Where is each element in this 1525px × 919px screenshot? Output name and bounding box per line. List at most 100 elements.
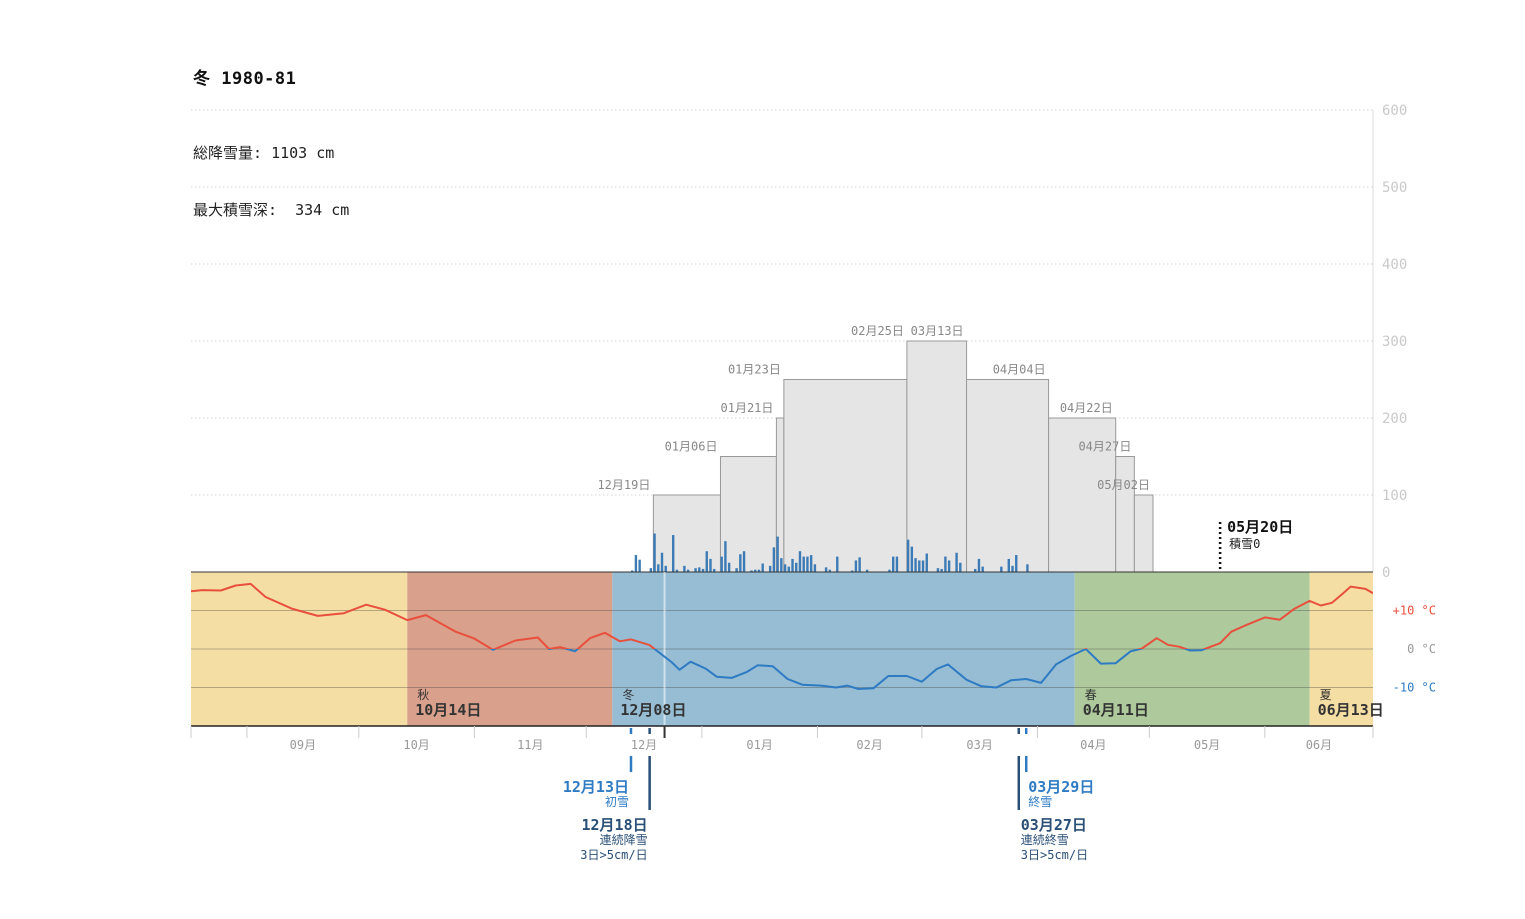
snowfall-bar	[720, 557, 722, 572]
temp-tick-label: +10 °C	[1393, 604, 1436, 618]
snowfall-bar	[1011, 566, 1013, 572]
snow-depth-step-label: 02月25日	[851, 324, 904, 338]
snow-free-date: 05月20日	[1227, 518, 1293, 536]
snowfall-bar	[795, 563, 797, 572]
snowfall-bar	[698, 567, 700, 572]
snowfall-bar	[728, 563, 730, 572]
depth-tick-label: 500	[1382, 180, 1407, 196]
snowfall-bar	[911, 547, 913, 572]
snowfall-bar	[776, 537, 778, 572]
snowfall-bar	[978, 559, 980, 572]
snowfall-bar	[892, 557, 894, 572]
depth-tick-label: 100	[1382, 488, 1407, 504]
season-name: 夏	[1320, 688, 1332, 702]
snow-free-note: 積雪0	[1229, 536, 1260, 551]
month-label: 11月	[517, 738, 543, 752]
temp-tick-label: -10 °C	[1393, 681, 1436, 695]
event-date: 12月13日	[563, 778, 629, 796]
snowfall-bar	[650, 568, 652, 572]
month-label: 04月	[1080, 738, 1106, 752]
snowfall-bar	[638, 560, 640, 572]
snow-depth-step-label: 01月06日	[665, 440, 718, 454]
event-date: 03月27日	[1021, 816, 1087, 834]
snowfall-bar	[959, 563, 961, 572]
month-label: 05月	[1194, 738, 1220, 752]
event-note: 連続終雪	[1021, 832, 1069, 847]
snow-depth-step-label: 03月13日	[911, 324, 964, 338]
season-start-date: 04月11日	[1083, 701, 1149, 719]
snowfall-bar	[784, 564, 786, 572]
snowfall-bar	[1000, 567, 1002, 572]
snow-depth-step-label: 01月23日	[728, 363, 781, 377]
snowfall-bar	[907, 540, 909, 572]
depth-tick-label: 600	[1382, 103, 1407, 119]
snowfall-bar	[743, 551, 745, 572]
snowfall-bar	[761, 564, 763, 572]
snowfall-bar	[858, 557, 860, 572]
event-note: 3日>5cm/日	[1021, 848, 1088, 862]
snowfall-bar	[814, 564, 816, 572]
season-name: 冬	[622, 687, 634, 702]
snowfall-bar	[635, 555, 637, 572]
snowfall-bar	[948, 560, 950, 572]
snowfall-bar	[836, 557, 838, 572]
month-label: 06月	[1306, 738, 1332, 752]
snowfall-bar	[709, 559, 711, 572]
season-start-date: 12月08日	[620, 701, 686, 719]
snowfall-bar	[937, 568, 939, 572]
snowfall-bar	[803, 557, 805, 572]
snowfall-bar	[825, 567, 827, 572]
snow-depth-step-label: 01月21日	[721, 401, 774, 415]
event-note: 終雪	[1028, 794, 1052, 809]
snow-depth-step	[720, 457, 776, 573]
temp-tick-label: 0 °C	[1407, 642, 1436, 656]
snowfall-bar	[1008, 559, 1010, 572]
snowfall-bar	[914, 558, 916, 572]
snowfall-bar	[773, 547, 775, 572]
event-date: 12月18日	[582, 816, 648, 834]
depth-tick-label: 400	[1382, 257, 1407, 273]
snowfall-bar	[769, 566, 771, 572]
snow-depth-step	[1116, 457, 1135, 573]
snowfall-bar	[981, 567, 983, 572]
snow-depth-step	[1134, 495, 1153, 572]
snowfall-bar	[1026, 564, 1028, 572]
snowfall-bar	[855, 560, 857, 572]
month-label: 09月	[290, 738, 316, 752]
month-label: 02月	[856, 738, 882, 752]
snowfall-bar	[665, 566, 667, 572]
snowfall-bar	[653, 534, 655, 573]
snowfall-bar	[788, 567, 790, 572]
snowfall-bar	[1015, 555, 1017, 572]
snow-depth-step-label: 04月22日	[1060, 401, 1113, 415]
snowfall-bar	[926, 554, 928, 572]
snowfall-bar	[799, 551, 801, 572]
snowfall-bar	[810, 555, 812, 572]
snowfall-bar	[694, 568, 696, 572]
snow-depth-step-label: 05月02日	[1097, 478, 1150, 492]
event-note: 初雪	[605, 795, 629, 809]
snow-depth-step	[907, 341, 967, 572]
season-name: 春	[1085, 688, 1097, 702]
snowfall-bar	[944, 557, 946, 572]
snowfall-bar	[791, 559, 793, 572]
snowfall-bar	[918, 560, 920, 572]
month-label: 10月	[403, 738, 429, 752]
snowfall-bar	[735, 568, 737, 572]
month-label: 01月	[746, 738, 772, 752]
event-note: 3日>5cm/日	[580, 848, 647, 862]
depth-tick-label: 300	[1382, 334, 1407, 350]
snowfall-bar	[657, 564, 659, 572]
depth-tick-label: 0	[1382, 565, 1390, 581]
snow-depth-step	[967, 380, 1049, 573]
snowfall-bar	[706, 551, 708, 572]
season-name: 秋	[417, 688, 429, 702]
snowfall-bar	[683, 566, 685, 572]
snow-depth-step-label: 04月04日	[993, 363, 1046, 377]
snowfall-bar	[724, 541, 726, 572]
snowfall-bar	[780, 558, 782, 572]
snowfall-bar	[672, 535, 674, 572]
month-label: 03月	[966, 738, 992, 752]
season-start-date: 10月14日	[415, 701, 481, 719]
